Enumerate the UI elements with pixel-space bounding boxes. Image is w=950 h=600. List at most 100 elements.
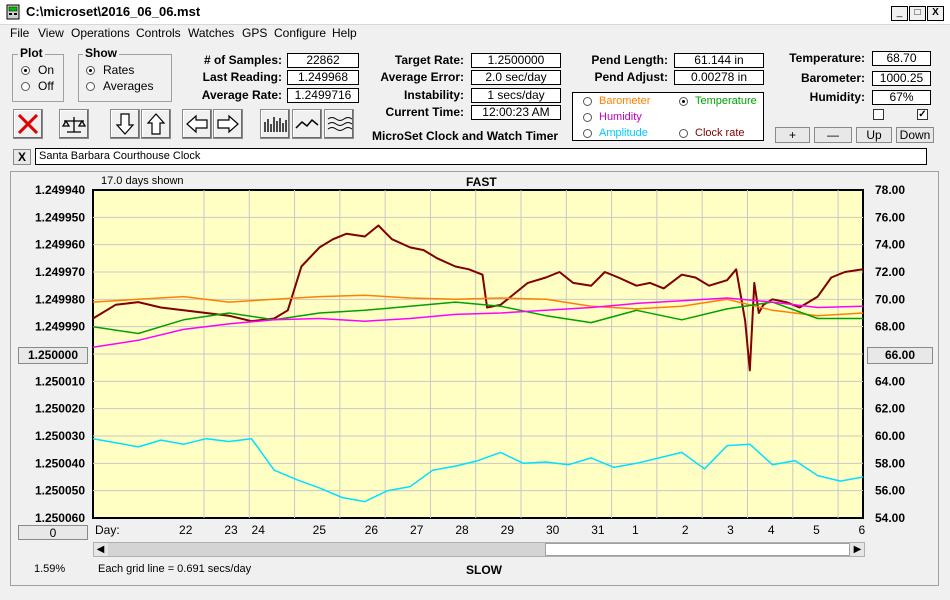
x-tick-label: 30 bbox=[546, 523, 560, 537]
series-humidity bbox=[92, 297, 864, 348]
right-scale-button[interactable]: 66.00 bbox=[867, 347, 933, 364]
plot-on-radio[interactable] bbox=[21, 66, 30, 75]
y-right-tick-label: 74.00 bbox=[875, 238, 905, 252]
x-tick-label: 22 bbox=[179, 523, 193, 537]
y-left-tick-label: 1.249990 bbox=[35, 320, 85, 334]
checkbox-2[interactable]: ✓ bbox=[917, 109, 928, 120]
x-tick-label: 24 bbox=[252, 523, 266, 537]
humidity-option-label: Humidity bbox=[599, 111, 642, 123]
plot-on-label: On bbox=[38, 63, 55, 77]
show-rates-radio[interactable] bbox=[86, 66, 95, 75]
temperature-radio[interactable] bbox=[679, 97, 688, 106]
menu-watches[interactable]: Watches bbox=[188, 26, 235, 40]
slow-label: SLOW bbox=[466, 563, 502, 577]
scroll-left-icon[interactable]: ◀ bbox=[96, 544, 105, 555]
menu-configure[interactable]: Configure bbox=[274, 26, 327, 40]
temperature-label: Temperature: bbox=[789, 51, 865, 65]
aux-down-button[interactable]: Down bbox=[896, 127, 934, 143]
average-rate-label: Average Rate: bbox=[201, 88, 282, 102]
up-arrow-button[interactable] bbox=[141, 109, 171, 139]
show-group bbox=[78, 54, 172, 102]
maximize-button[interactable]: □ bbox=[909, 6, 926, 21]
scrollbar-thumb[interactable] bbox=[545, 543, 850, 556]
scroll-right-icon[interactable]: ▶ bbox=[853, 544, 862, 555]
menu-view[interactable]: View bbox=[38, 26, 64, 40]
target-rate-field[interactable]: 1.2500000 bbox=[471, 53, 561, 68]
x-tick-label: 29 bbox=[501, 523, 515, 537]
right-arrow-button[interactable] bbox=[213, 109, 243, 139]
average-error-field: 2.0 sec/day bbox=[471, 70, 561, 85]
balance-button[interactable] bbox=[59, 109, 89, 139]
average-rate-field: 1.2499716 bbox=[287, 88, 359, 103]
amplitude-radio[interactable] bbox=[583, 129, 592, 138]
barometer-radio[interactable] bbox=[583, 97, 592, 106]
y-left-tick-label: 1.249950 bbox=[35, 210, 85, 224]
current-time-label: Current Time: bbox=[385, 105, 464, 119]
pend-length-field[interactable]: 61.144 in bbox=[674, 53, 764, 68]
window-title: C:\microset\2016_06_06.mst bbox=[26, 4, 201, 19]
plot-off-radio[interactable] bbox=[21, 82, 30, 91]
close-window-button[interactable]: X bbox=[927, 6, 944, 21]
zero-button[interactable]: 0 bbox=[18, 525, 88, 540]
y-left-tick-label: 1.249980 bbox=[35, 292, 85, 306]
clock-rate-radio[interactable] bbox=[679, 129, 688, 138]
stop-button[interactable] bbox=[13, 109, 43, 139]
y-right-tick-label: 54.00 bbox=[875, 511, 905, 525]
clock-name-input[interactable]: Santa Barbara Courthouse Clock bbox=[35, 148, 927, 165]
target-rate-label: Target Rate: bbox=[394, 53, 464, 67]
x-tick-label: 25 bbox=[313, 523, 327, 537]
wave-button[interactable] bbox=[324, 109, 354, 139]
menu-help[interactable]: Help bbox=[332, 26, 357, 40]
x-tick-label: 27 bbox=[410, 523, 424, 537]
y-left-tick-label: 1.250010 bbox=[35, 374, 85, 388]
x-axis-label: Day: bbox=[95, 523, 120, 537]
show-averages-label: Averages bbox=[103, 79, 154, 93]
x-tick-label: 26 bbox=[365, 523, 379, 537]
checkbox-1[interactable] bbox=[873, 109, 884, 120]
show-averages-radio[interactable] bbox=[86, 82, 95, 91]
humidity-radio[interactable] bbox=[583, 113, 592, 122]
bar-graph-icon bbox=[264, 117, 287, 132]
line-graph-icon bbox=[295, 118, 319, 129]
y-right-tick-label: 68.00 bbox=[875, 320, 905, 334]
menu-controls[interactable]: Controls bbox=[136, 26, 181, 40]
line-button[interactable] bbox=[292, 109, 322, 139]
y-right-tick-label: 76.00 bbox=[875, 210, 905, 224]
title-bar: C:\microset\2016_06_06.mst _ □ X bbox=[0, 0, 950, 25]
y-left-tick-label: 1.250030 bbox=[35, 429, 85, 443]
down-arrow-button[interactable] bbox=[110, 109, 140, 139]
menu-gps[interactable]: GPS bbox=[242, 26, 268, 40]
menu-file[interactable]: File bbox=[10, 26, 30, 40]
percent-label: 1.59% bbox=[34, 563, 66, 575]
y-right-tick-label: 60.00 bbox=[875, 429, 905, 443]
amplitude-option-label: Amplitude bbox=[599, 127, 648, 139]
minimize-button[interactable]: _ bbox=[891, 6, 908, 21]
x-tick-label: 28 bbox=[455, 523, 469, 537]
temperature-field: 68.70 bbox=[872, 51, 931, 66]
barometer-label: Barometer: bbox=[800, 71, 865, 85]
aux-minus-button[interactable]: — bbox=[814, 127, 852, 143]
left-arrow-button[interactable] bbox=[182, 109, 212, 139]
clear-clock-button[interactable]: X bbox=[13, 149, 31, 165]
plot-off-label: Off bbox=[38, 79, 54, 93]
left-scale-button[interactable]: 1.250000 bbox=[18, 347, 88, 364]
instability-label: Instability: bbox=[403, 88, 464, 102]
y-left-tick-label: 1.249940 bbox=[35, 183, 85, 197]
aux-up-button[interactable]: Up bbox=[856, 127, 892, 143]
aux-plot-box bbox=[572, 92, 764, 141]
menu-operations[interactable]: Operations bbox=[71, 26, 130, 40]
current-time-field: 12:00:23 AM bbox=[471, 105, 561, 120]
grid-line-label: Each grid line = 0.691 secs/day bbox=[98, 563, 252, 575]
humidity-label: Humidity: bbox=[809, 90, 865, 104]
samples-field: 22862 bbox=[287, 53, 359, 68]
bars-button[interactable] bbox=[260, 109, 290, 139]
right-arrow-icon bbox=[217, 114, 239, 134]
y-right-tick-label: 62.00 bbox=[875, 402, 905, 416]
y-right-tick-label: 58.00 bbox=[875, 456, 905, 470]
show-rates-label: Rates bbox=[103, 63, 135, 77]
series-barometer bbox=[92, 294, 864, 317]
last-reading-label: Last Reading: bbox=[202, 70, 282, 84]
scrollbar-track-left[interactable] bbox=[108, 543, 545, 556]
aux-plus-button[interactable]: + bbox=[775, 127, 810, 143]
